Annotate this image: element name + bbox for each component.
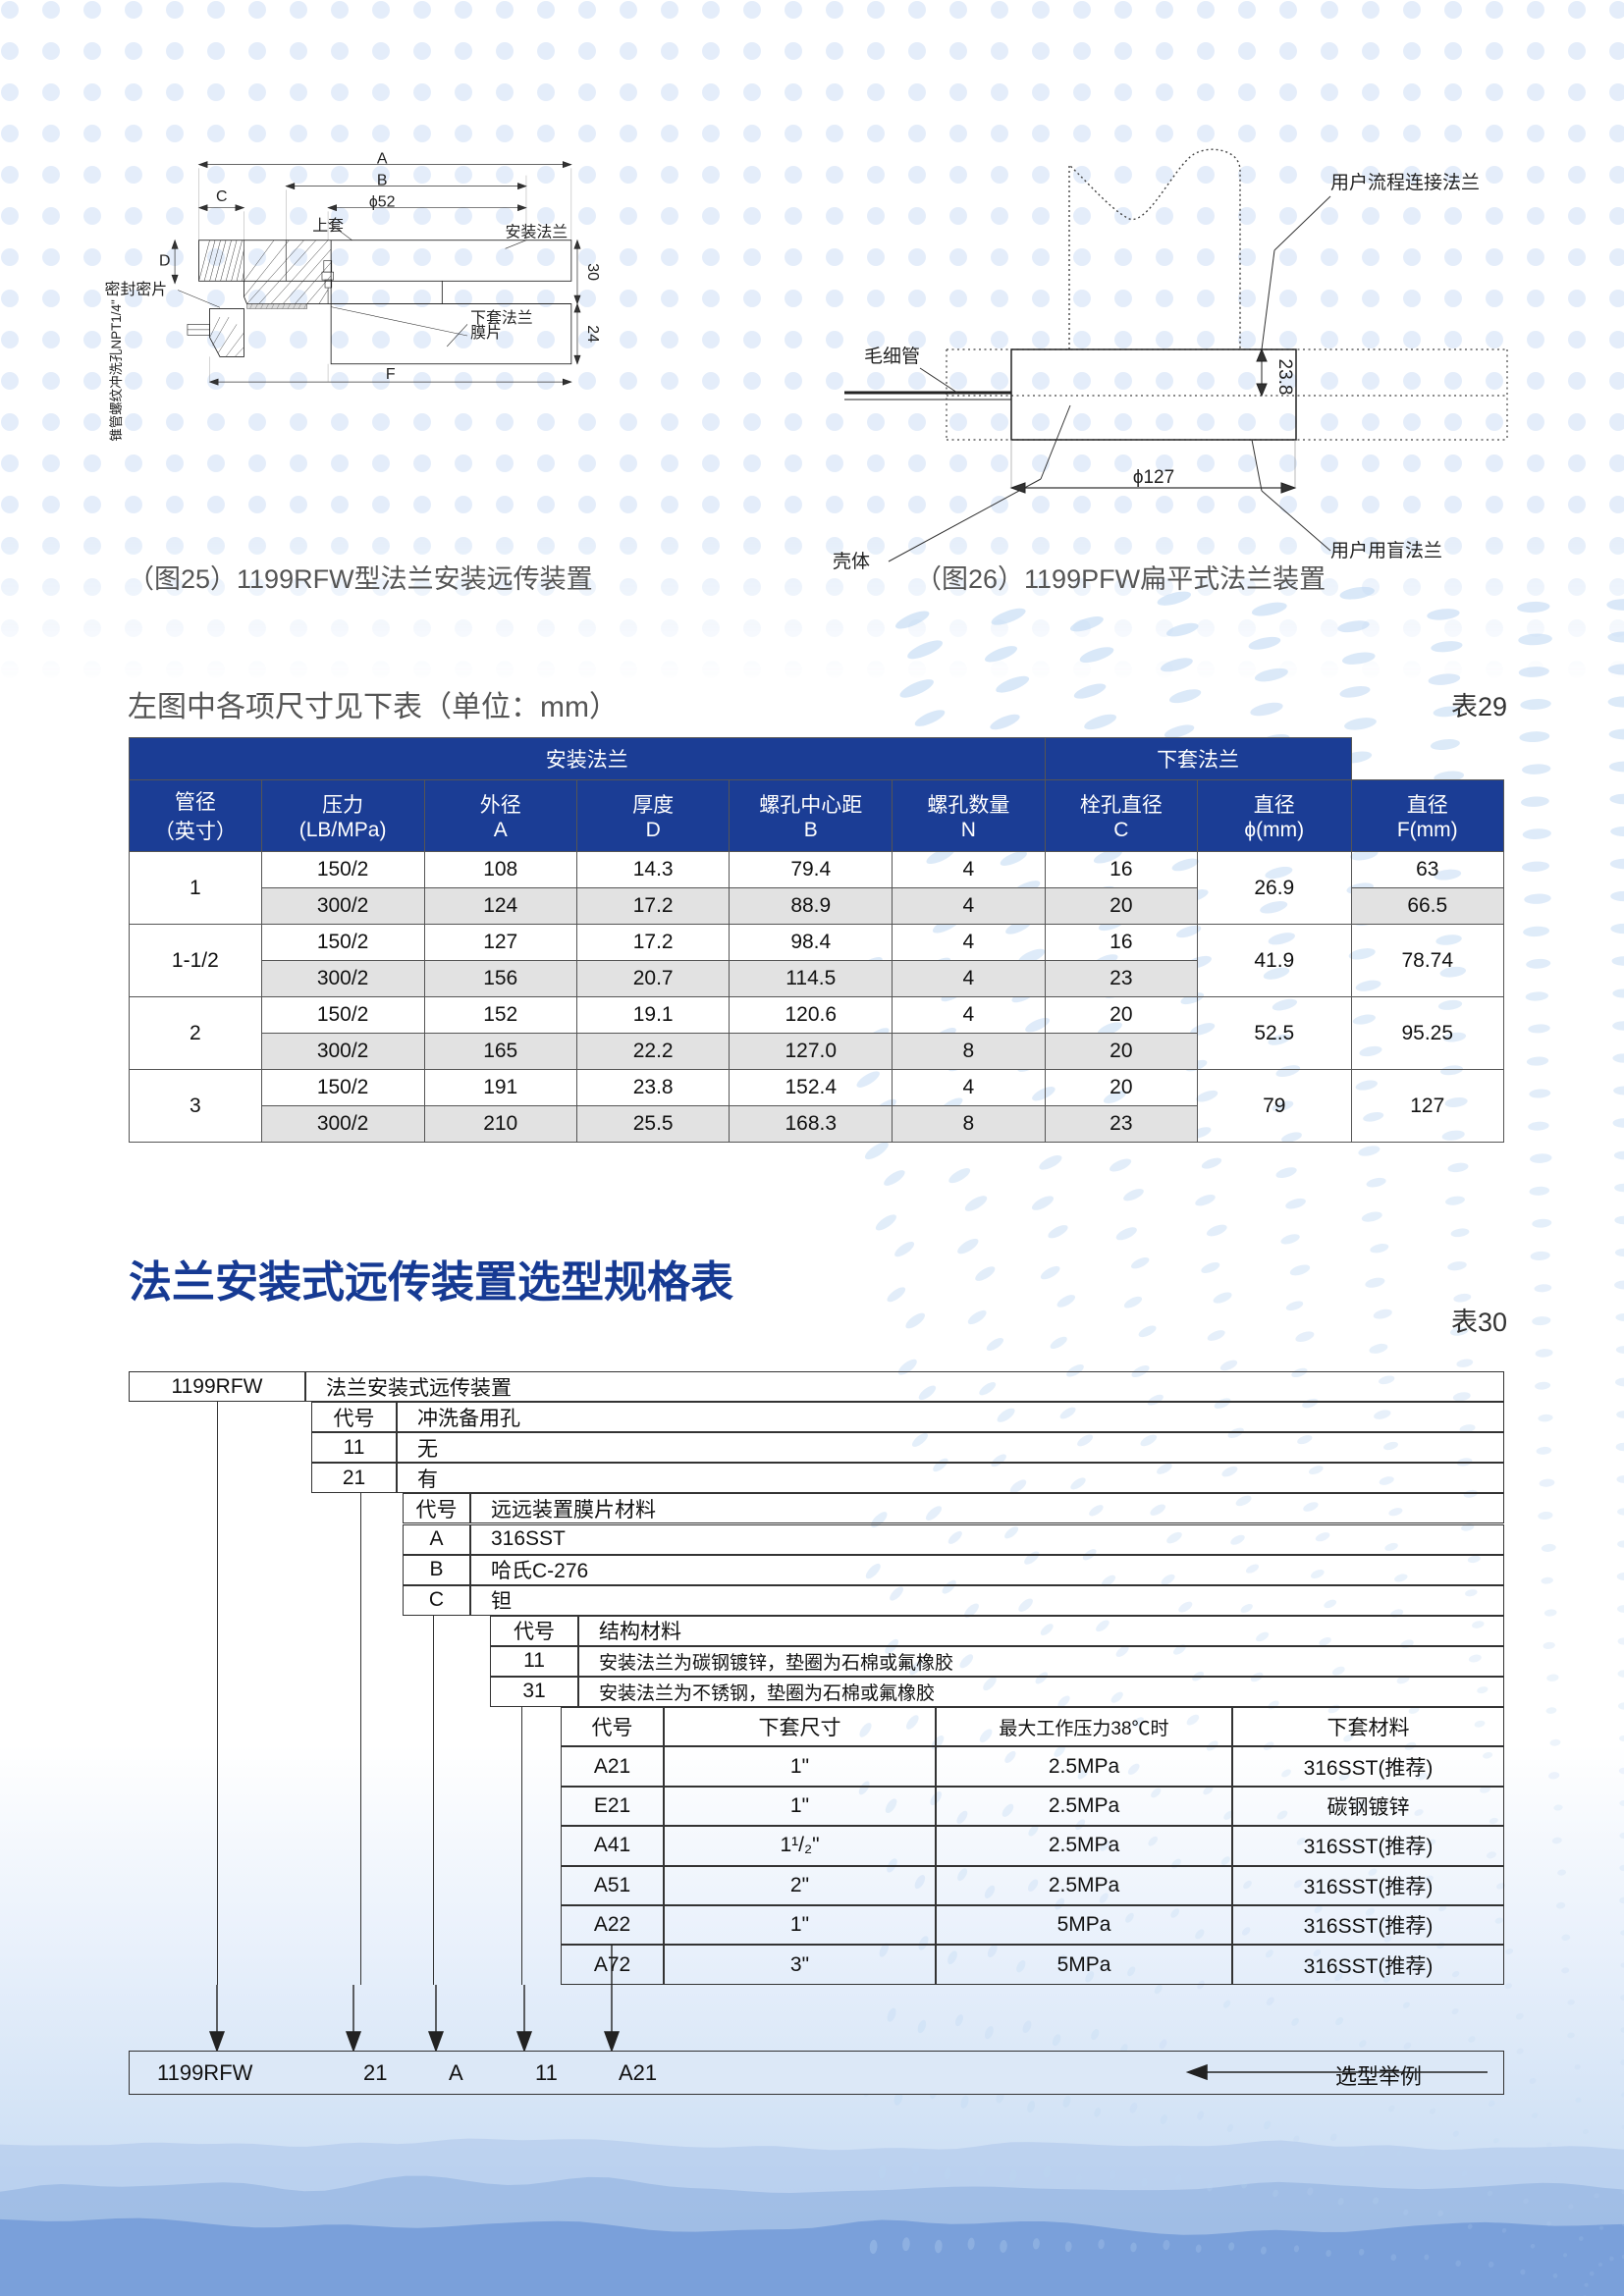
svg-text:安装法兰: 安装法兰 [506, 224, 568, 241]
svg-text:锥管螺纹冲洗孔NPT1/4": 锥管螺纹冲洗孔NPT1/4" [109, 299, 124, 442]
svg-text:F: F [386, 366, 396, 383]
svg-text:ϕ52: ϕ52 [369, 193, 396, 210]
svg-text:密封密片: 密封密片 [105, 281, 168, 298]
svg-text:A: A [377, 150, 388, 167]
svg-text:24: 24 [584, 325, 601, 343]
svg-text:膜片: 膜片 [470, 324, 502, 342]
svg-text:30: 30 [584, 263, 601, 281]
svg-text:D: D [159, 252, 170, 269]
svg-text:C: C [216, 188, 227, 205]
svg-text:B: B [377, 172, 388, 188]
